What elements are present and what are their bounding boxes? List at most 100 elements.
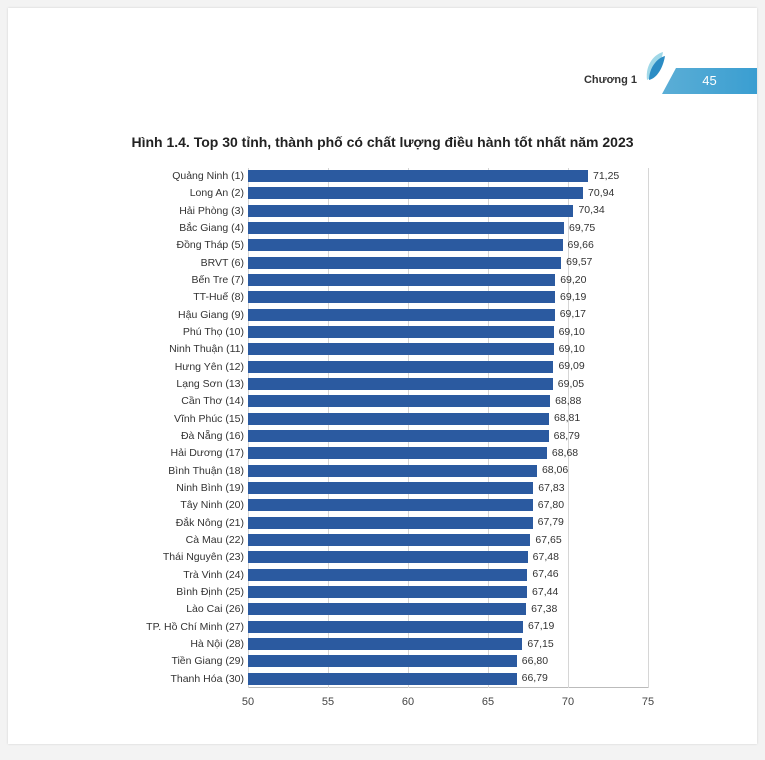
bar-value-label: 71,25	[593, 170, 619, 182]
y-category-label: Tiền Giang (29)	[68, 655, 244, 667]
bar	[248, 187, 583, 199]
bar-value-label: 67,80	[538, 499, 564, 511]
bar-value-label: 69,57	[566, 256, 592, 268]
bar-row: Tiền Giang (29)66,80	[248, 653, 648, 670]
bar-row: Hải Dương (17)68,68	[248, 445, 648, 462]
bar-value-label: 67,65	[535, 534, 561, 546]
y-category-label: Vĩnh Phúc (15)	[68, 413, 244, 425]
bar-row: Long An (2)70,94	[248, 185, 648, 202]
bar	[248, 499, 533, 511]
bar-value-label: 69,17	[560, 308, 586, 320]
bar-value-label: 67,83	[538, 482, 564, 494]
bar	[248, 447, 547, 459]
bar-row: Lào Cai (26)67,38	[248, 601, 648, 618]
bar	[248, 222, 564, 234]
bar-row: Trà Vinh (24)67,46	[248, 567, 648, 584]
bar-row: BRVT (6)69,57	[248, 255, 648, 272]
bar-row: Hải Phòng (3)70,34	[248, 203, 648, 220]
chapter-label: Chương 1	[584, 74, 637, 86]
bar-value-label: 67,46	[532, 568, 558, 580]
y-category-label: TP. Hồ Chí Minh (27)	[68, 621, 244, 633]
bar-row: Thái Nguyên (23)67,48	[248, 549, 648, 566]
bar-value-label: 67,19	[528, 620, 554, 632]
bar-value-label: 69,05	[558, 378, 584, 390]
bar-row: Hưng Yên (12)69,09	[248, 359, 648, 376]
bar-value-label: 69,09	[558, 360, 584, 372]
bar	[248, 343, 554, 355]
bar-value-label: 68,79	[554, 430, 580, 442]
bar-row: Quảng Ninh (1)71,25	[248, 168, 648, 185]
bar-row: Ninh Thuận (11)69,10	[248, 341, 648, 358]
bar	[248, 309, 555, 321]
x-tick-label: 50	[242, 696, 254, 708]
y-category-label: Thái Nguyên (23)	[68, 551, 244, 563]
bar-value-label: 66,80	[522, 655, 548, 667]
leaf-icon	[639, 50, 667, 84]
bar	[248, 517, 533, 529]
y-category-label: Thanh Hóa (30)	[68, 673, 244, 685]
bar	[248, 638, 522, 650]
y-category-label: Đà Nẵng (16)	[68, 430, 244, 442]
bar	[248, 534, 530, 546]
bar	[248, 673, 517, 685]
bar-value-label: 66,79	[522, 672, 548, 684]
x-tick-label: 60	[402, 696, 414, 708]
bar-row: Hà Nội (28)67,15	[248, 636, 648, 653]
bar	[248, 603, 526, 615]
bar-value-label: 67,48	[533, 551, 559, 563]
bar	[248, 413, 549, 425]
bar-value-label: 69,66	[568, 239, 594, 251]
bar	[248, 551, 528, 563]
y-category-label: Bến Tre (7)	[68, 274, 244, 286]
y-category-label: Hà Nội (28)	[68, 638, 244, 650]
bar-row: Ninh Bình (19)67,83	[248, 480, 648, 497]
bar-row: TT-Huế (8)69,19	[248, 289, 648, 306]
bar-value-label: 68,68	[552, 447, 578, 459]
bar-row: Bình Định (25)67,44	[248, 584, 648, 601]
bar-row: Vĩnh Phúc (15)68,81	[248, 411, 648, 428]
bar	[248, 465, 537, 477]
y-category-label: TT-Huế (8)	[68, 291, 244, 303]
bar	[248, 655, 517, 667]
bar-value-label: 68,81	[554, 412, 580, 424]
bar-row: Hậu Giang (9)69,17	[248, 307, 648, 324]
y-category-label: Long An (2)	[68, 187, 244, 199]
bar-value-label: 69,10	[559, 326, 585, 338]
y-category-label: Trà Vinh (24)	[68, 569, 244, 581]
chart-area: 505560657075Quảng Ninh (1)71,25Long An (…	[68, 168, 688, 723]
y-category-label: Bắc Giang (4)	[68, 222, 244, 234]
y-category-label: Ninh Thuận (11)	[68, 343, 244, 355]
bar	[248, 239, 563, 251]
x-tick-label: 70	[562, 696, 574, 708]
bar-value-label: 67,15	[527, 638, 553, 650]
y-category-label: Lào Cai (26)	[68, 603, 244, 615]
bar	[248, 326, 554, 338]
y-category-label: Quảng Ninh (1)	[68, 170, 244, 182]
bar	[248, 274, 555, 286]
bar-row: Cần Thơ (14)68,88	[248, 393, 648, 410]
y-category-label: Đắk Nông (21)	[68, 517, 244, 529]
bar-value-label: 68,06	[542, 464, 568, 476]
bar-value-label: 69,19	[560, 291, 586, 303]
bar-value-label: 70,94	[588, 187, 614, 199]
bar-value-label: 69,20	[560, 274, 586, 286]
page-number-tab: 45	[662, 68, 757, 94]
bar	[248, 621, 523, 633]
bar-row: Bình Thuận (18)68,06	[248, 463, 648, 480]
bar	[248, 586, 527, 598]
bar-value-label: 68,88	[555, 395, 581, 407]
x-tick-label: 55	[322, 696, 334, 708]
bar-row: Thanh Hóa (30)66,79	[248, 671, 648, 688]
y-category-label: Hải Phòng (3)	[68, 205, 244, 217]
page-header: Chương 1 45	[557, 60, 757, 100]
bar	[248, 361, 553, 373]
bar-row: Đà Nẵng (16)68,79	[248, 428, 648, 445]
x-tick-label: 75	[642, 696, 654, 708]
bar	[248, 205, 573, 217]
bar-value-label: 69,75	[569, 222, 595, 234]
y-category-label: Cà Mau (22)	[68, 534, 244, 546]
y-category-label: BRVT (6)	[68, 257, 244, 269]
chart-title: Hình 1.4. Top 30 tỉnh, thành phố có chất…	[8, 134, 757, 150]
bar-value-label: 67,79	[538, 516, 564, 528]
y-category-label: Ninh Bình (19)	[68, 482, 244, 494]
